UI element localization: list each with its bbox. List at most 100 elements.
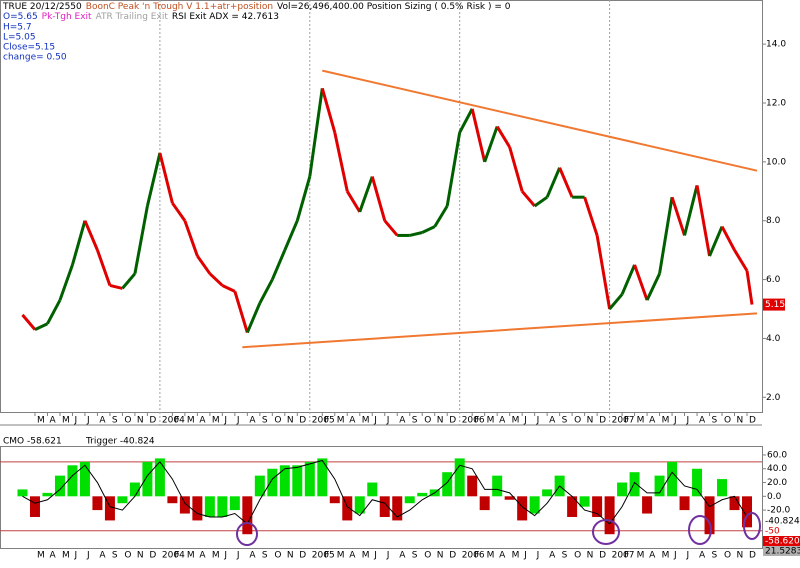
header-part: RSI Exit ADX = 42.7613 (172, 12, 279, 22)
cmo-bar (704, 496, 715, 535)
trendline (242, 312, 758, 349)
price-segment (633, 264, 649, 301)
x-tick-label: N (437, 416, 444, 426)
cmo-panel-frame (0, 446, 763, 549)
x-tick-label: S (262, 416, 268, 426)
x-tick-label: M (62, 416, 70, 426)
price-segment (620, 264, 636, 295)
x-tick-label: N (737, 551, 744, 561)
x-tick-label: J (223, 416, 227, 426)
x-tick-label: O (424, 551, 431, 561)
ohlc-readout: Close=5.15 (3, 43, 55, 53)
trigger-title: Trigger -40.824 (85, 437, 155, 447)
cmo-bar (167, 496, 178, 504)
x-tick-label: F (174, 551, 179, 561)
x-tick-label: J (73, 416, 77, 426)
cmo-bar (154, 458, 165, 497)
y-tick-label: 6.0 (766, 275, 781, 285)
x-tick-label: J (236, 416, 240, 426)
price-segment (83, 220, 99, 251)
price-segment (258, 278, 274, 304)
highlight-circle (592, 519, 620, 545)
x-tick-label: A (199, 416, 206, 426)
cmo-bar (392, 496, 403, 521)
x-tick-label: J (686, 551, 690, 561)
y-tick-label: 60.0 (767, 450, 787, 460)
x-tick-label: S (712, 551, 718, 561)
x-tick-label: A (399, 416, 406, 426)
highlight-circle (743, 512, 761, 540)
x-tick-label: J (673, 551, 677, 561)
price-segment (733, 249, 749, 272)
x-tick-label: M (662, 416, 670, 426)
x-tick-label: 2005 (312, 416, 335, 426)
price-segment (46, 299, 62, 325)
x-tick-label: A (249, 416, 256, 426)
cmo-title: CMO -58.621 (3, 437, 62, 447)
x-tick-label: M (187, 416, 195, 426)
readout-box (763, 546, 800, 556)
price-segment (583, 196, 599, 236)
last-price-box (763, 298, 785, 311)
x-tick-label: O (574, 551, 581, 561)
ohlc-readout: H=5.7 (3, 23, 32, 33)
x-tick-label: S (412, 416, 418, 426)
price-segment (183, 220, 199, 257)
x-tick-label: N (137, 416, 144, 426)
y-tick-label: 40.0 (767, 464, 787, 474)
y-tick-label: 20.0 (767, 478, 787, 488)
x-tick-label: J (236, 551, 240, 561)
x-tick-label: O (124, 551, 131, 561)
x-tick-label: A (199, 551, 206, 561)
readout-label: -40.8244 (765, 517, 800, 527)
price-segment (109, 283, 123, 290)
price-segment (521, 190, 536, 207)
price-segment (308, 88, 324, 177)
price-segment (495, 125, 511, 148)
price-segment (345, 190, 362, 213)
cmo-bar (42, 492, 53, 497)
cmo-bar (329, 496, 340, 504)
cmo-bar (104, 496, 115, 521)
x-tick-label: A (399, 551, 406, 561)
price-segment (683, 185, 699, 236)
trigger-line (22, 459, 748, 525)
price-segment (96, 249, 112, 286)
x-tick-label: S (112, 551, 118, 561)
x-tick-label: J (373, 551, 377, 561)
x-tick-label: J (386, 416, 390, 426)
cmo-bar (604, 496, 615, 535)
readout-box (763, 526, 800, 536)
x-tick-label: M (512, 416, 520, 426)
x-tick-label: D (749, 551, 756, 561)
y-tick-label: 0.0 (767, 492, 782, 502)
x-tick-label: M (637, 551, 645, 561)
x-tick-label: M (337, 416, 345, 426)
x-tick-label: M (37, 551, 45, 561)
x-tick-label: J (73, 551, 77, 561)
x-tick-label: D (149, 551, 156, 561)
x-tick-label: A (549, 551, 556, 561)
x-tick-label: O (724, 416, 731, 426)
x-tick-label: M (512, 551, 520, 561)
cmo-bar (342, 496, 353, 521)
price-panel-frame (0, 0, 763, 413)
price-segment (34, 322, 49, 331)
x-tick-label: A (49, 416, 56, 426)
x-tick-label: 2004 (162, 551, 185, 561)
x-tick-label: O (574, 416, 581, 426)
header-part: Pk-Tgh Exit (42, 12, 92, 22)
x-tick-label: J (373, 416, 377, 426)
cmo-bar (354, 496, 365, 514)
header-part: TRUE 20/12/2550 (2, 2, 82, 12)
x-tick-label: A (499, 551, 506, 561)
x-tick-label: A (649, 416, 656, 426)
price-segment (208, 272, 224, 287)
x-tick-label: J (686, 416, 690, 426)
last-price-label: 5.15 (765, 300, 785, 310)
header-line: TRUE 20/12/2550 BoonC Peak 'n Trough V 1.… (2, 2, 511, 12)
readout-label: -50 (765, 527, 780, 537)
